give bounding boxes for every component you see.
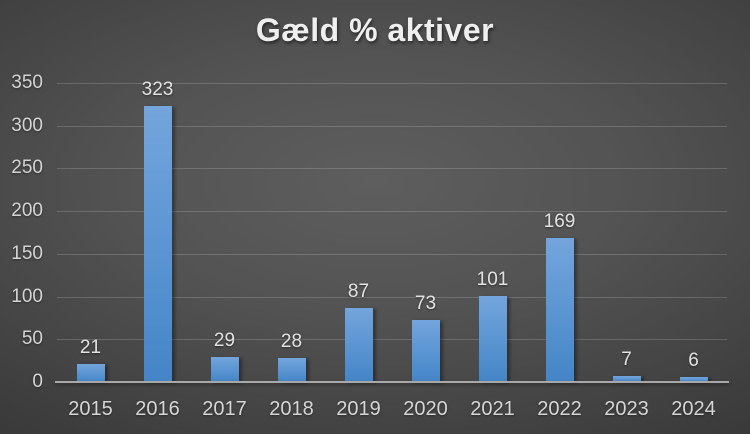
bar-value-label: 323: [141, 79, 174, 101]
bar: [344, 307, 373, 382]
x-tick-label: 2016: [135, 398, 180, 420]
gridline: [57, 296, 727, 298]
bar: [277, 358, 306, 382]
bar: [478, 295, 507, 382]
chart-title: Gæld % aktiver: [255, 12, 495, 48]
x-tick-label: 2021: [470, 398, 515, 420]
bar: [76, 364, 105, 382]
bar: [210, 357, 239, 382]
bar: [612, 376, 641, 382]
bar-value-label: 29: [213, 330, 236, 352]
x-tick-label: 2020: [403, 398, 448, 420]
bar-value-label: 169: [543, 210, 576, 232]
y-tick-label: 300: [11, 114, 43, 136]
bar: [143, 106, 172, 382]
gridline: [57, 125, 727, 127]
gridline: [57, 83, 727, 84]
x-tick-label: 2015: [68, 398, 113, 420]
gridline: [57, 253, 727, 255]
y-tick-label: 0: [32, 371, 43, 392]
bar-value-label: 28: [280, 331, 303, 353]
plot-area: [57, 83, 727, 382]
x-tick-label: 2017: [202, 398, 247, 420]
gridline: [57, 211, 727, 213]
y-tick-label: 350: [11, 72, 43, 93]
gridline: [57, 168, 727, 170]
bar: [411, 319, 440, 382]
x-tick-label: 2023: [604, 398, 649, 420]
bar-value-label: 21: [79, 337, 102, 359]
y-tick-label: 150: [11, 242, 43, 264]
x-tick-label: 2022: [537, 398, 582, 420]
y-tick-label: 200: [11, 200, 43, 222]
gridline: [57, 339, 727, 341]
bar: [679, 376, 708, 382]
bar-value-label: 87: [347, 280, 370, 302]
y-tick-label: 50: [21, 328, 43, 350]
bar-value-label: 73: [414, 292, 437, 314]
y-tick-label: 250: [11, 157, 43, 179]
x-tick-label: 2018: [269, 398, 314, 420]
bar-value-label: 101: [476, 268, 509, 290]
y-tick-label: 100: [11, 285, 43, 307]
x-tick-label: 2019: [336, 398, 381, 420]
bar-value-label: 7: [621, 349, 632, 371]
x-axis-line: [55, 381, 729, 383]
bar: [545, 237, 574, 382]
x-tick-label: 2024: [671, 398, 716, 420]
bar-value-label: 6: [688, 349, 699, 371]
